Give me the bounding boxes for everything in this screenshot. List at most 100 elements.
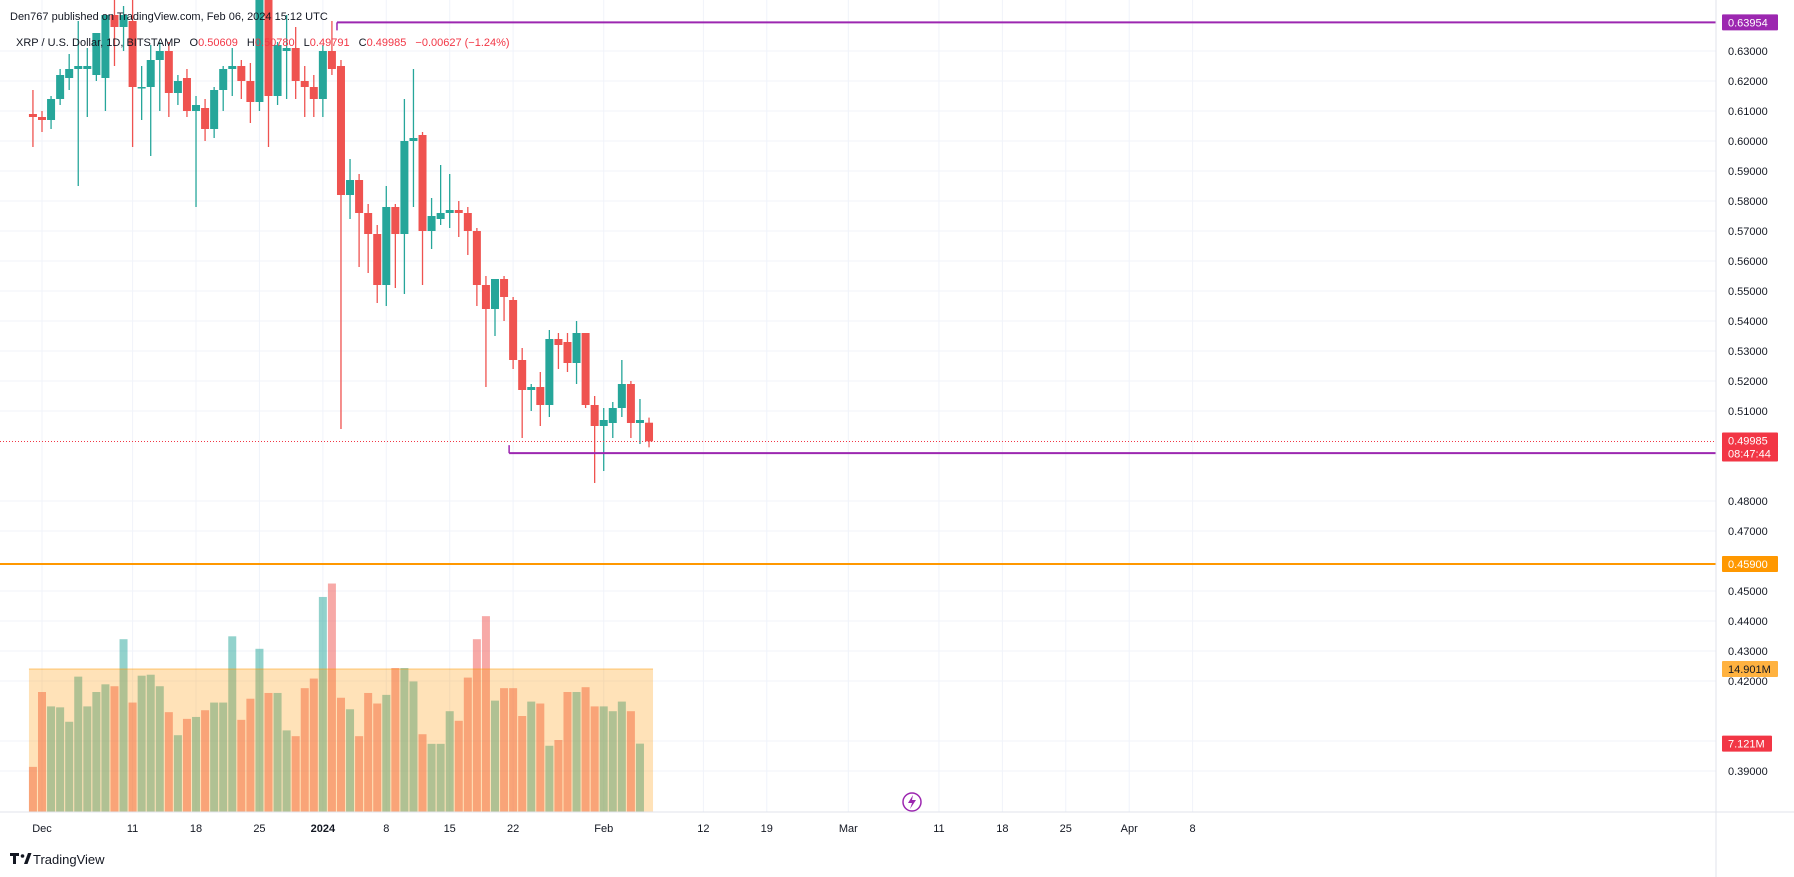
- horizontal-levels[interactable]: [0, 21, 1716, 565]
- volume-bar: [83, 706, 92, 812]
- time-tick-label: 11: [933, 823, 944, 835]
- candle-body: [599, 420, 608, 426]
- candle-body: [509, 300, 518, 360]
- time-tick-label: 11: [127, 823, 138, 835]
- price-tick-label: 0.58000: [1728, 196, 1768, 208]
- candle: [47, 96, 56, 129]
- volume-bar: [554, 740, 563, 812]
- candle-body: [373, 234, 382, 285]
- candle: [101, 15, 110, 111]
- candle-body: [572, 333, 581, 363]
- volume-bar: [436, 743, 445, 812]
- candle: [246, 63, 255, 123]
- candle: [509, 297, 518, 369]
- volume-bar: [164, 712, 173, 812]
- candle-body: [146, 60, 155, 87]
- price-tick-label: 0.63000: [1728, 46, 1768, 58]
- candle: [38, 111, 46, 132]
- volume-ma-tag[interactable]: 14.901M: [1722, 660, 1778, 677]
- candle: [454, 201, 463, 237]
- candle: [409, 69, 418, 207]
- volume-bar: [527, 701, 536, 812]
- candle: [146, 45, 155, 156]
- volume-ma-tag-bg: [1722, 660, 1778, 677]
- candle: [391, 204, 400, 288]
- candle: [92, 33, 101, 81]
- brand-name: TradingView: [33, 852, 105, 867]
- candle-body: [626, 384, 635, 423]
- candle: [617, 360, 626, 417]
- candle: [74, 21, 83, 186]
- time-axis[interactable]: Dec 11 18 25 2024 8 15 22 Feb 12 19 Mar 11 18 25 Apr 8: [32, 823, 1195, 835]
- candle-body: [527, 387, 536, 390]
- candle: [500, 276, 509, 321]
- candle-body: [246, 81, 255, 102]
- candle: [237, 60, 246, 99]
- candle: [518, 348, 527, 438]
- candle-body: [327, 51, 336, 69]
- price-tick-label: 0.61000: [1728, 106, 1768, 118]
- volume-bar: [617, 701, 626, 812]
- tradingview-logo-icon: [10, 853, 32, 864]
- volume-bar: [38, 692, 46, 812]
- volume-bar: [391, 668, 400, 812]
- volume-bar: [336, 697, 345, 812]
- candle-body: [454, 210, 463, 213]
- volume-bar: [182, 718, 191, 812]
- change-value: −0.00627 (−1.24%): [415, 37, 509, 49]
- price-tick-label: 0.57000: [1728, 226, 1768, 238]
- volume-bar: [409, 681, 418, 812]
- candle: [382, 186, 391, 306]
- volume-bar: [481, 616, 490, 812]
- volume-bar: [201, 710, 210, 812]
- candle-body: [463, 213, 472, 231]
- time-tick-label: 19: [761, 823, 773, 835]
- level-tag-label: 0.63954: [1728, 17, 1768, 29]
- candle: [554, 333, 563, 369]
- volume-bar: [635, 743, 644, 812]
- open-label: O: [190, 37, 199, 49]
- level-price-tag[interactable]: 0.45900: [1722, 556, 1778, 572]
- last-price-label: 0.49985: [1728, 435, 1768, 447]
- level-tag-label: 0.45900: [1728, 559, 1768, 571]
- lightning-icon[interactable]: [902, 792, 922, 812]
- price-tick-label: 0.48000: [1728, 496, 1768, 508]
- candle-body: [590, 405, 599, 426]
- open-value: 0.50609: [198, 37, 238, 49]
- legend[interactable]: XRP / U.S. Dollar, 1D, BITSTAMP O0.50609…: [16, 37, 510, 49]
- volume-bar: [92, 692, 101, 812]
- volume-last-tag[interactable]: 7.121M: [1722, 735, 1772, 752]
- candle-body: [554, 339, 563, 345]
- candle-body: [427, 216, 436, 231]
- candle-body: [237, 66, 246, 81]
- candle-body: [28, 114, 37, 117]
- volume-bar: [518, 716, 527, 812]
- volume-bar: [500, 688, 509, 812]
- volume-bar: [563, 692, 572, 812]
- price-tick-label: 0.55000: [1728, 286, 1768, 298]
- tradingview-logo[interactable]: TradingView: [10, 852, 105, 867]
- price-tick-label: 0.53000: [1728, 346, 1768, 358]
- candle: [472, 228, 481, 306]
- time-tick-label: 22: [507, 823, 519, 835]
- candle: [201, 99, 210, 141]
- grid: [0, 0, 1716, 812]
- candle-body: [445, 210, 454, 213]
- volume-bar: [137, 675, 146, 812]
- volume-bar: [128, 702, 137, 812]
- candle-body: [192, 105, 201, 111]
- candle-body: [155, 51, 164, 60]
- price-tick-label: 0.44000: [1728, 616, 1768, 628]
- time-tick-label: 25: [253, 823, 265, 835]
- candle: [572, 321, 581, 384]
- candle: [545, 330, 554, 417]
- candle-body: [47, 99, 56, 120]
- candle-body: [101, 15, 110, 78]
- level-price-tag[interactable]: 0.63954: [1722, 14, 1778, 31]
- candle: [210, 87, 219, 138]
- time-tick-label: Mar: [839, 823, 858, 835]
- candle: [65, 54, 74, 90]
- price-axis[interactable]: 0.63000 0.62000 0.61000 0.60000 0.59000 0.580…: [1715, 0, 1778, 877]
